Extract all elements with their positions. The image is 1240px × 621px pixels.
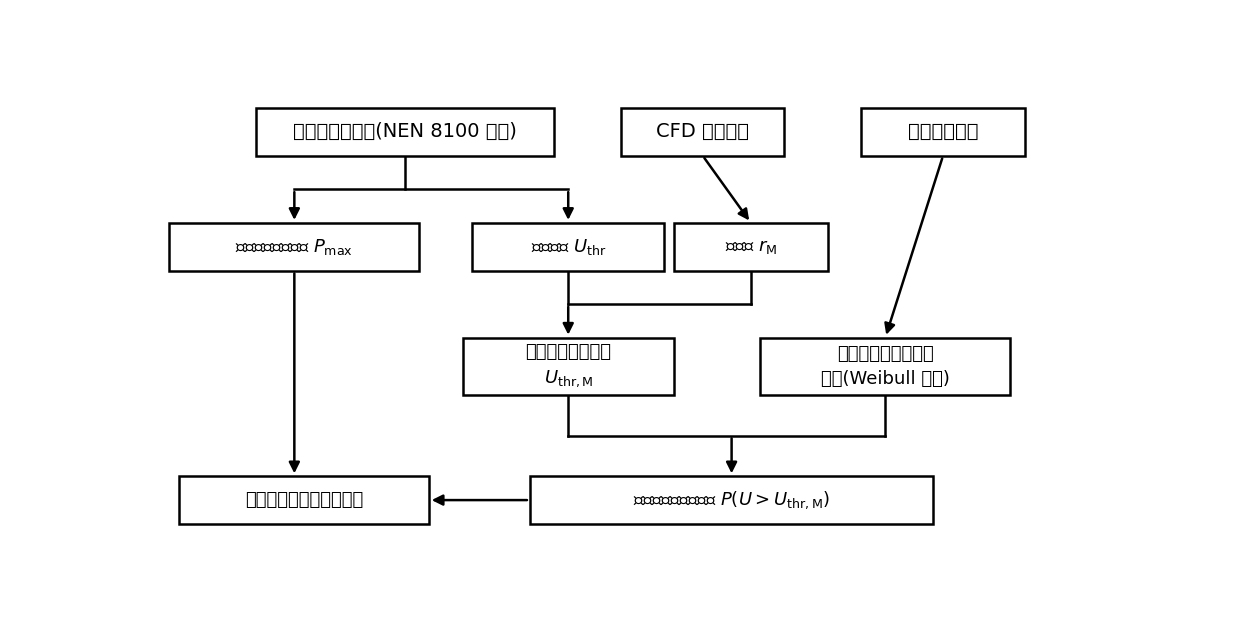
Text: CFD 数值模拟: CFD 数值模拟 — [656, 122, 749, 142]
Text: 最大容许超越概率 $P_{\mathrm{max}}$: 最大容许超越概率 $P_{\mathrm{max}}$ — [236, 237, 353, 256]
Text: 阈值风速 $U_{\mathrm{thr}}$: 阈值风速 $U_{\mathrm{thr}}$ — [531, 237, 606, 256]
FancyBboxPatch shape — [529, 476, 934, 524]
Text: 全风向角下超越概率 $P(U>U_{\mathrm{thr,M}})$: 全风向角下超越概率 $P(U>U_{\mathrm{thr,M}})$ — [634, 489, 830, 511]
Text: 城市街区行人风环境评估: 城市街区行人风环境评估 — [244, 491, 363, 509]
FancyBboxPatch shape — [179, 476, 429, 524]
Text: 城市街区风速阈值
$U_{\mathrm{thr,M}}$: 城市街区风速阈值 $U_{\mathrm{thr,M}}$ — [526, 343, 611, 389]
FancyBboxPatch shape — [472, 223, 665, 271]
Text: 良态风风速概率分布
函数(Weibull 分布): 良态风风速概率分布 函数(Weibull 分布) — [821, 345, 950, 388]
FancyBboxPatch shape — [675, 223, 828, 271]
FancyBboxPatch shape — [170, 223, 419, 271]
FancyBboxPatch shape — [463, 338, 675, 395]
FancyBboxPatch shape — [862, 108, 1024, 156]
Text: 风环境评估标准(NEN 8100 标准): 风环境评估标准(NEN 8100 标准) — [293, 122, 517, 142]
FancyBboxPatch shape — [621, 108, 785, 156]
FancyBboxPatch shape — [255, 108, 554, 156]
Text: 当地气象资料: 当地气象资料 — [908, 122, 978, 142]
FancyBboxPatch shape — [760, 338, 1011, 395]
Text: 风速比 $r_{\mathrm{M}}$: 风速比 $r_{\mathrm{M}}$ — [724, 238, 777, 256]
